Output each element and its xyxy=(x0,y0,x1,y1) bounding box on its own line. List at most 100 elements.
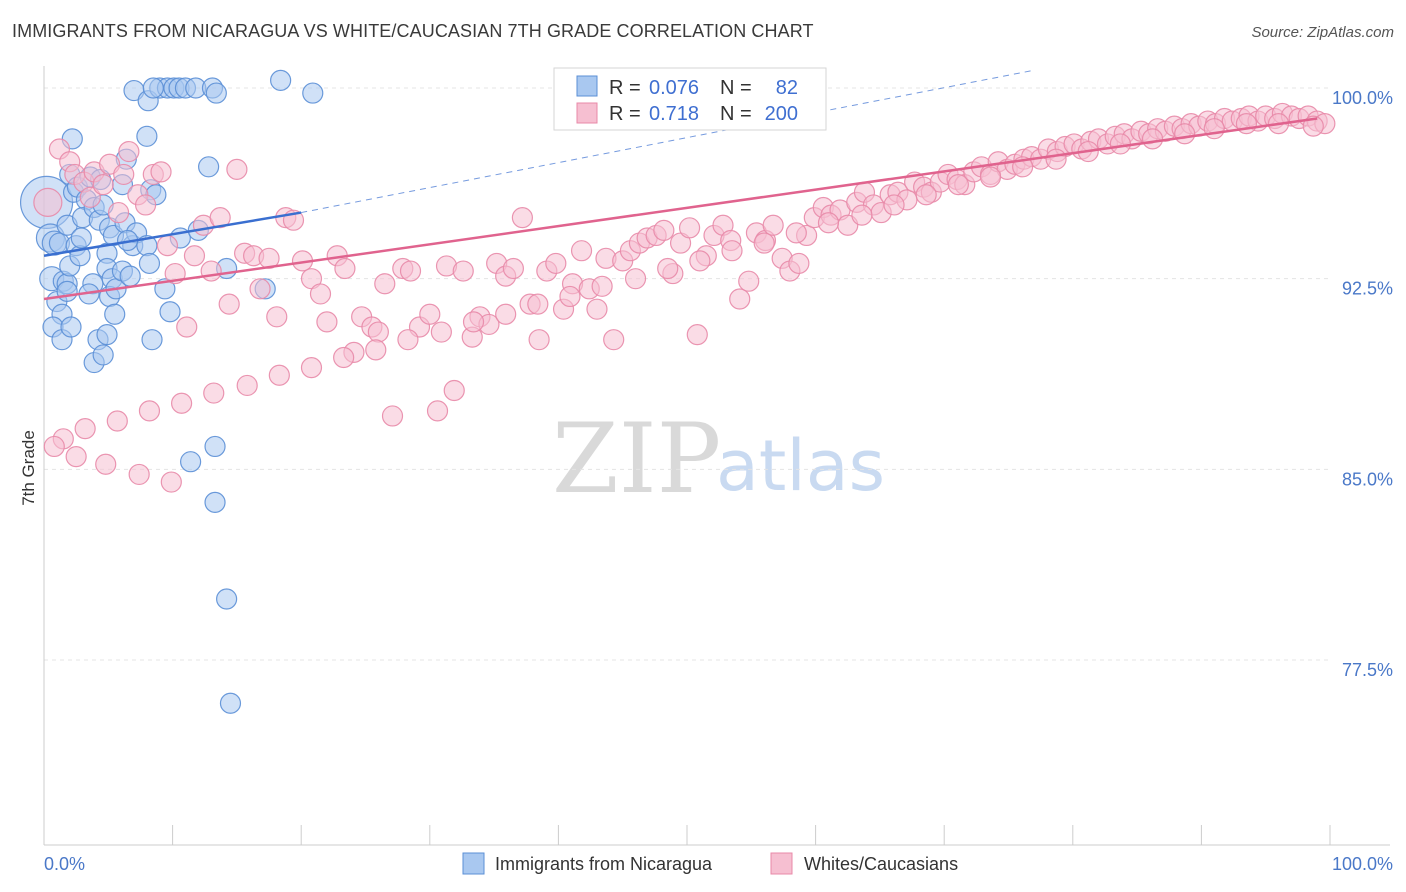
nicaragua-point xyxy=(219,692,242,714)
white-point xyxy=(851,204,873,226)
white-point xyxy=(65,446,87,468)
white-point xyxy=(95,453,117,475)
white-point xyxy=(92,174,114,196)
series-legend-swatch-pink xyxy=(770,852,793,875)
white-point xyxy=(678,217,701,239)
white-point xyxy=(171,392,193,414)
y-axis-label: 7th Grade xyxy=(19,430,38,506)
white-point xyxy=(209,207,231,229)
white-point xyxy=(452,260,474,282)
stats-legend: R = 0.076 N = 82 R = 0.718 N = 200 xyxy=(553,67,827,131)
white-point xyxy=(495,303,517,325)
nicaragua-trend-extension xyxy=(301,69,1035,214)
white-point xyxy=(1141,128,1164,150)
white-point xyxy=(502,257,524,280)
white-point xyxy=(43,435,65,458)
trend-layer xyxy=(43,69,1318,301)
nicaragua-point xyxy=(138,252,161,275)
white-point xyxy=(113,163,135,186)
white-point xyxy=(686,323,708,346)
white-point xyxy=(367,321,389,343)
white-point xyxy=(762,214,784,236)
nicaragua-point xyxy=(92,344,114,366)
white-point xyxy=(788,252,810,275)
nicaragua-trend-line xyxy=(43,211,302,258)
white-point xyxy=(528,329,550,351)
white-point xyxy=(785,222,807,244)
x-tick-label: 0.0% xyxy=(44,854,85,874)
white-point xyxy=(729,288,751,310)
chart-title: IMMIGRANTS FROM NICARAGUA VS WHITE/CAUCA… xyxy=(12,21,814,41)
nicaragua-point xyxy=(142,77,164,99)
white-point xyxy=(419,303,441,325)
nicaragua-point xyxy=(141,329,163,351)
white-point xyxy=(397,329,419,351)
white-point xyxy=(160,471,182,493)
white-point xyxy=(236,374,258,397)
white-point xyxy=(218,293,240,315)
white-point xyxy=(462,311,485,333)
series-legend-swatch-blue xyxy=(462,852,485,875)
legend-n-label-blue: N = xyxy=(720,77,752,99)
nicaragua-point xyxy=(136,125,158,147)
white-point xyxy=(721,240,743,262)
nicaragua-point xyxy=(159,301,181,323)
nicaragua-point xyxy=(204,435,226,458)
y-tick-label: 77.5% xyxy=(1342,660,1393,680)
point-layer xyxy=(19,69,1336,714)
legend-n-label-pink: N = xyxy=(720,103,752,125)
watermark: ZIP atlas xyxy=(552,403,885,515)
legend-r-label-blue: R = xyxy=(609,77,641,99)
series-legend-label-blue: Immigrants from Nicaragua xyxy=(495,854,713,874)
nicaragua-point xyxy=(70,227,92,249)
legend-n-value-pink: 200 xyxy=(765,103,798,125)
white-point xyxy=(150,161,172,183)
white-point xyxy=(559,285,581,308)
white-point xyxy=(1045,148,1067,170)
nicaragua-point xyxy=(104,303,126,325)
y-tick-label: 85.0% xyxy=(1342,469,1393,489)
legend-n-value-blue: 82 xyxy=(776,77,798,99)
x-tick-label: 100.0% xyxy=(1332,854,1393,874)
white-point xyxy=(334,257,356,280)
white-trend-line xyxy=(43,117,1318,301)
white-point xyxy=(381,405,404,427)
white-point xyxy=(570,240,593,262)
nicaragua-point xyxy=(270,69,292,91)
white-point xyxy=(106,410,128,432)
white-point xyxy=(753,232,775,254)
nicaragua-point xyxy=(302,82,324,104)
white-point xyxy=(266,306,288,328)
white-point xyxy=(915,184,937,206)
white-point xyxy=(689,250,711,272)
legend-swatch-blue xyxy=(576,75,598,97)
white-point xyxy=(203,382,225,404)
white-point xyxy=(657,257,679,280)
nicaragua-point xyxy=(56,280,78,302)
white-point xyxy=(316,311,338,333)
white-point xyxy=(738,270,760,292)
white-point xyxy=(545,252,567,275)
white-point xyxy=(226,158,248,180)
white-point xyxy=(1109,133,1131,155)
white-point xyxy=(183,245,206,267)
white-point xyxy=(249,278,271,300)
series-legend: Immigrants from Nicaragua Whites/Caucasi… xyxy=(462,852,958,875)
nicaragua-point xyxy=(205,82,227,104)
nicaragua-point xyxy=(180,451,202,473)
legend-frame xyxy=(553,67,827,131)
white-point xyxy=(176,316,198,338)
white-point xyxy=(603,329,625,351)
white-point xyxy=(79,186,101,208)
nicaragua-point xyxy=(216,588,238,610)
legend-r-value-blue: 0.076 xyxy=(649,77,699,99)
white-point xyxy=(624,268,647,290)
axis-layer: 100.0% 92.5% 85.0% 77.5% 0.0% 100.0% xyxy=(43,66,1393,874)
white-point xyxy=(817,212,840,234)
legend-swatch-pink xyxy=(576,102,598,124)
legend-r-label-pink: R = xyxy=(609,103,641,125)
nicaragua-point xyxy=(60,316,82,338)
watermark-atlas: atlas xyxy=(716,425,885,507)
y-tick-label: 92.5% xyxy=(1342,279,1393,299)
